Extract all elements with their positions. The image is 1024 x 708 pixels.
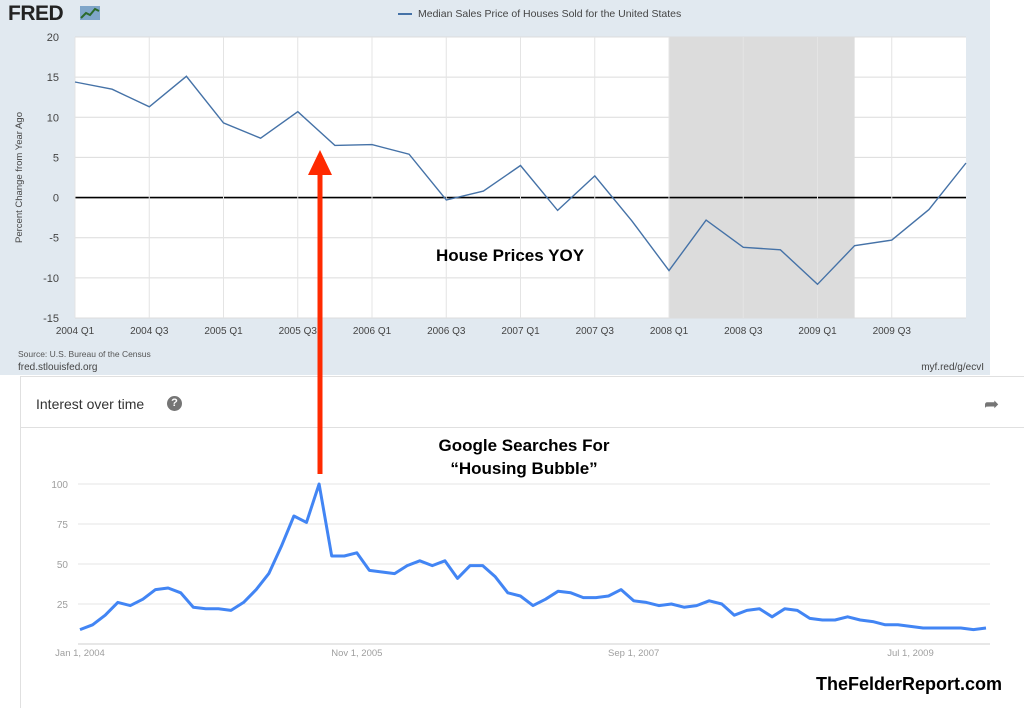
y-tick-label: 5 [53,152,59,164]
y-tick-label: 20 [47,32,59,44]
x-tick-label: 2005 Q1 [204,326,243,337]
x-tick-label: 2007 Q3 [576,326,615,337]
question-icon[interactable]: ? [167,396,182,411]
trends-series-line [79,482,987,632]
trends-x-tick-label: Jan 1, 2004 [55,648,105,659]
house-prices-annotation: House Prices YOY [436,246,585,265]
watermark: TheFelderReport.com [815,674,1002,694]
y-tick-label: -15 [43,313,59,325]
fred-logo[interactable]: FRED [8,2,64,25]
source-note: Source: U.S. Bureau of the Census [18,349,151,359]
x-tick-label: 2004 Q1 [56,326,95,337]
trends-y-tick-label: 50 [57,560,69,571]
y-tick-label: -10 [43,273,59,285]
x-tick-label: 2006 Q3 [427,326,466,337]
google-annotation-line1: Google Searches For [438,436,610,455]
x-tick-label: 2006 Q1 [353,326,392,337]
x-tick-label: 2008 Q1 [650,326,689,337]
legend-label: Median Sales Price of Houses Sold for th… [418,8,682,20]
share-icon[interactable]: ➦ [984,394,1000,414]
trends-x-tick-label: Sep 1, 2007 [608,648,659,659]
x-tick-label: 2009 Q3 [873,326,912,337]
trends-chart-panel [20,376,1024,708]
y-tick-label: 10 [47,112,59,124]
fred-url[interactable]: fred.stlouisfed.org [18,362,98,373]
google-annotation-line2: “Housing Bubble” [450,459,598,478]
x-tick-label: 2009 Q1 [798,326,837,337]
trends-y-tick-label: 75 [57,520,69,531]
short-url[interactable]: myf.red/g/ecvI [921,362,984,373]
trends-y-tick-label: 25 [57,600,69,611]
annotation-arrow [308,150,332,474]
legend-swatch [398,13,412,15]
x-tick-label: 2007 Q1 [501,326,540,337]
trends-x-tick-label: Nov 1, 2005 [331,648,382,659]
fred-legend: Median Sales Price of Houses Sold for th… [398,8,681,20]
y-tick-label: 15 [47,72,59,84]
google-searches-annotation: Google Searches For “Housing Bubble” [404,434,644,480]
trends-divider [21,427,1024,428]
x-tick-label: 2005 Q3 [279,326,318,337]
x-tick-label: 2004 Q3 [130,326,169,337]
trends-title: Interest over time [36,396,145,412]
trends-plot-area: 25 50 75 100 Jan 1, 2004 Nov 1, 2005 Sep 1, 20… [51,480,990,659]
x-tick-label: 2008 Q3 [724,326,763,337]
recession-shading [669,37,855,318]
trends-x-tick-label: Jul 1, 2009 [887,648,933,659]
fred-chart-icon [80,6,100,20]
y-tick-label: -5 [49,233,59,245]
y-tick-label: 0 [53,193,59,205]
trends-y-tick-label: 100 [51,480,68,491]
fred-series-line [74,75,967,286]
y-axis-label: Percent Change from Year Ago [14,112,25,243]
arrow-head [308,150,332,175]
